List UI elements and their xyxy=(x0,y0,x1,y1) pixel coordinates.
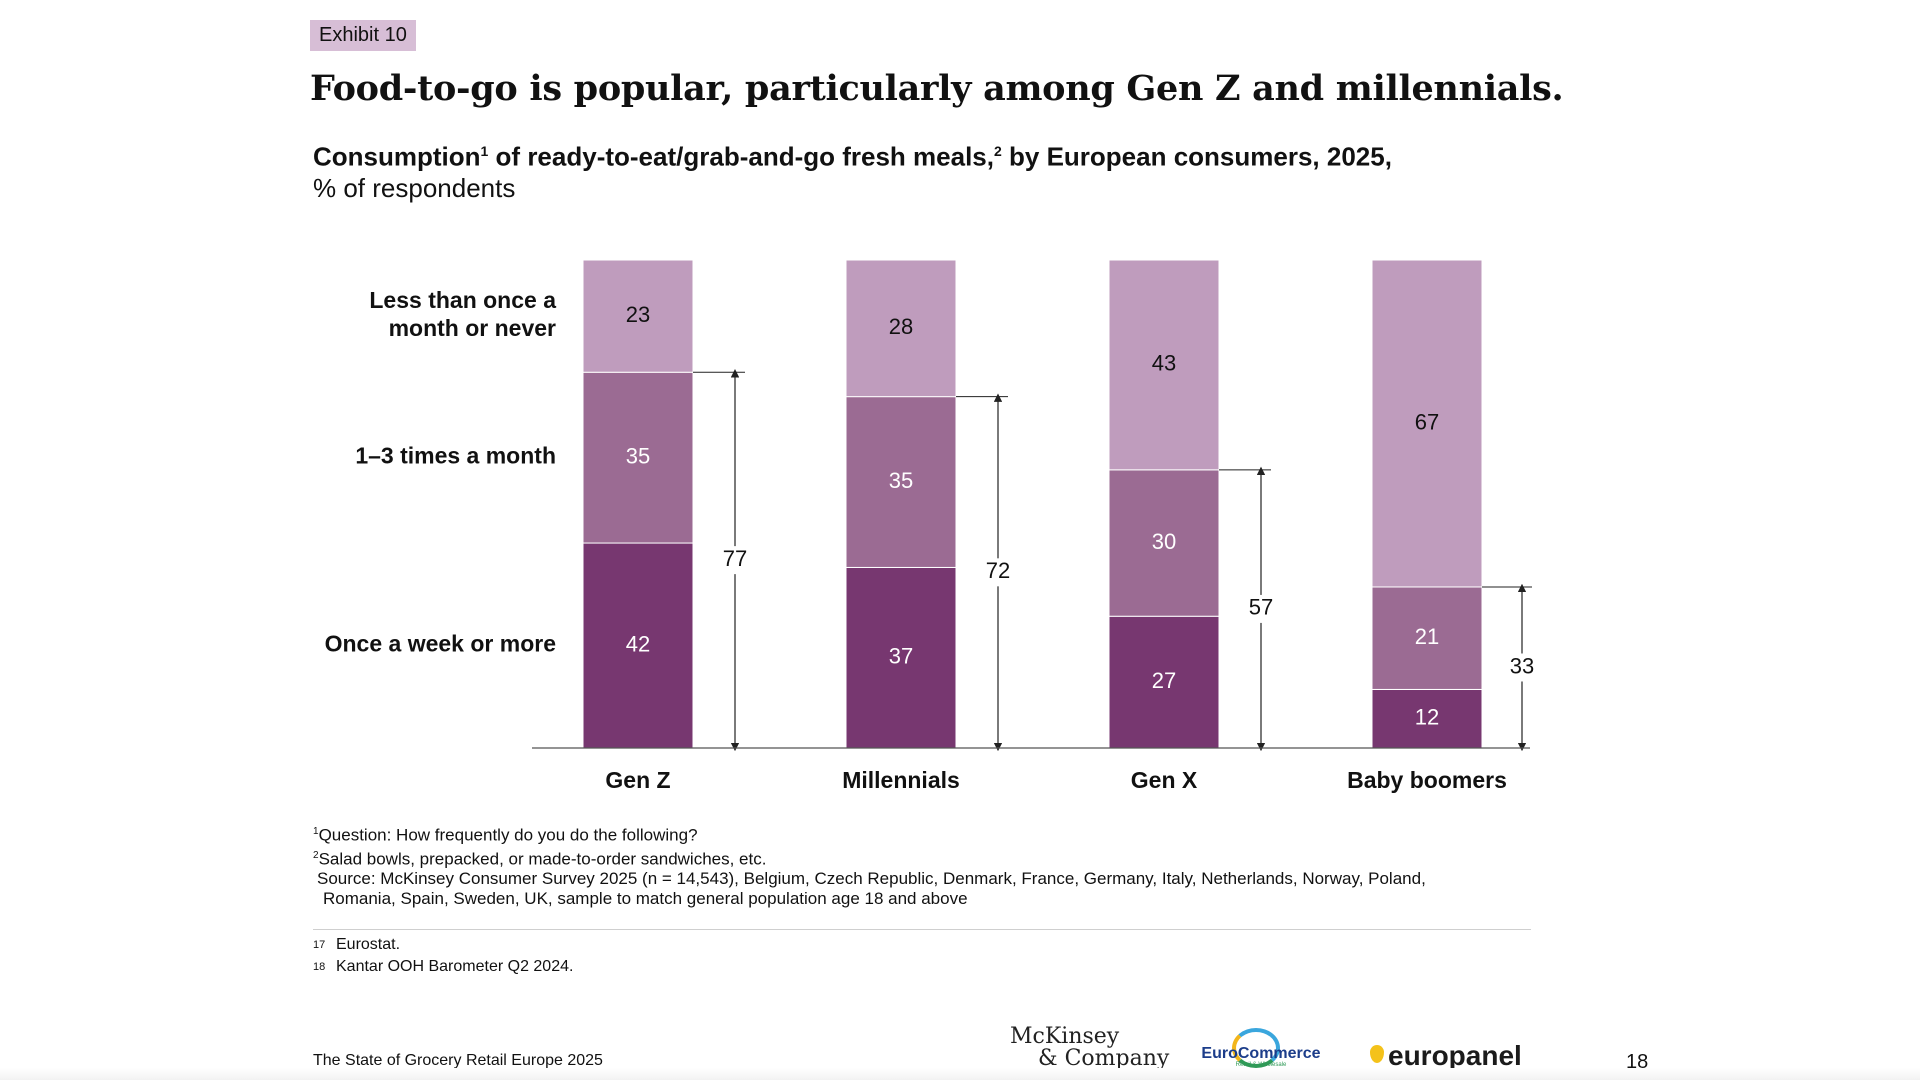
page-title: Food-to-go is popular, particularly amon… xyxy=(310,68,1564,109)
data-label-baby-boomers-1-3-times-a-month: 21 xyxy=(1415,624,1439,649)
data-label-gen-z-1-3-times-a-month: 35 xyxy=(626,443,650,468)
bar-segment-millennials-less-than-once-a-month-or-never xyxy=(845,259,957,398)
data-label-gen-z-once-a-week-or-more: 42 xyxy=(626,631,650,656)
series-label-1-3-times-a-month-line-1: 1–3 times a month xyxy=(355,443,556,469)
mckinsey-logo: McKinsey & Company xyxy=(1010,1026,1169,1070)
reference-text: Kantar OOH Barometer Q2 2024. xyxy=(336,958,574,975)
subtitle-unit: % of respondents xyxy=(313,172,516,203)
references: 17 Eurostat. 18 Kantar OOH Barometer Q2 20… xyxy=(313,934,573,978)
reference-number: 17 xyxy=(313,939,326,951)
footnote-2: Salad bowls, prepacked, or made-to-order… xyxy=(318,849,767,869)
source-line-2: Romania, Spain, Sweden, UK, sample to ma… xyxy=(323,889,968,909)
subtitle-part3: by European consumers, 2025, xyxy=(1001,141,1392,172)
series-label-less-than-once-a-month-or-never-line-2: month or never xyxy=(389,315,556,341)
eurocommerce-ring-icon xyxy=(1232,1028,1280,1068)
subtitle-sup1: 1 xyxy=(480,143,489,159)
data-label-millennials-1-3-times-a-month: 35 xyxy=(889,468,913,493)
data-label-baby-boomers-less-than-once-a-month-or-never: 67 xyxy=(1415,409,1439,434)
x-tick-label-gen-x: Gen X xyxy=(1131,767,1198,793)
stacked-bar-chart: 42 35 23 77 Gen Z 37 35 28 72 Millennials 27 30 43 57… xyxy=(325,259,1536,793)
mckinsey-logo-line2: & Company xyxy=(1038,1046,1170,1071)
series-label-once-a-week-or-more-line-1: Once a week or more xyxy=(325,631,556,657)
bar-segment-baby-boomers-once-a-week-or-more xyxy=(1371,688,1483,749)
report-title: The State of Grocery Retail Europe 2025 xyxy=(313,1052,603,1069)
data-label-gen-x-less-than-once-a-month-or-never: 43 xyxy=(1152,351,1176,376)
subtitle-sup2: 2 xyxy=(993,143,1002,159)
bracket-label-bg-baby-boomers xyxy=(1508,653,1536,682)
bracket-label-bg-gen-z xyxy=(721,546,749,575)
page-number: 18 xyxy=(1626,1051,1649,1073)
data-label-millennials-once-a-week-or-more: 37 xyxy=(889,644,913,669)
x-tick-label-baby-boomers: Baby boomers xyxy=(1347,767,1507,793)
eurocommerce-logo-tagline: Retail & Wholesale xyxy=(1235,1062,1287,1068)
bar-segment-gen-z-1-3-times-a-month xyxy=(582,371,694,544)
europanel-logo: europanel xyxy=(1370,1040,1522,1072)
data-label-gen-x-1-3-times-a-month: 30 xyxy=(1152,529,1176,554)
footnotes: 1Question: How frequently do you do the … xyxy=(313,822,1426,909)
footnote-1: Question: How frequently do you do the f… xyxy=(318,825,698,845)
bar-segment-gen-z-less-than-once-a-month-or-never xyxy=(582,259,694,373)
bracket-total-baby-boomers: 33 xyxy=(1510,653,1534,678)
data-label-gen-x-once-a-week-or-more: 27 xyxy=(1152,668,1176,693)
bracket-label-bg-gen-x xyxy=(1247,594,1275,623)
data-label-baby-boomers-once-a-week-or-more: 12 xyxy=(1415,705,1439,730)
subtitle-part2: of ready-to-eat/grab-and-go fresh meals, xyxy=(488,141,994,172)
data-label-gen-z-less-than-once-a-month-or-never: 23 xyxy=(626,302,650,327)
reference-number: 18 xyxy=(313,961,326,973)
x-tick-label-gen-z: Gen Z xyxy=(605,767,670,793)
footnote-1-marker: 1 xyxy=(313,826,319,837)
data-label-millennials-less-than-once-a-month-or-never: 28 xyxy=(889,314,913,339)
bar-segment-millennials-1-3-times-a-month xyxy=(845,396,957,568)
series-label-less-than-once-a-month-or-never-line-1: Less than once a xyxy=(369,287,556,313)
bar-segment-millennials-once-a-week-or-more xyxy=(845,566,957,749)
bracket-total-gen-z: 77 xyxy=(723,546,747,571)
reference-item: 18 Kantar OOH Barometer Q2 2024. xyxy=(313,956,573,978)
mckinsey-logo-line1: McKinsey xyxy=(1010,1024,1120,1049)
eurocommerce-logo: EuroCommerce Retail & Wholesale xyxy=(1196,1028,1326,1068)
bracket-total-millennials: 72 xyxy=(986,558,1010,583)
exhibit-label: Exhibit 10 xyxy=(310,20,416,51)
source-line-1: Source: McKinsey Consumer Survey 2025 (n… xyxy=(317,869,1426,889)
reference-text: Eurostat. xyxy=(336,936,401,953)
bracket-label-bg-millennials xyxy=(984,558,1012,587)
bar-segment-gen-x-1-3-times-a-month xyxy=(1108,469,1220,617)
footnote-2-marker: 2 xyxy=(313,849,319,861)
bar-segment-baby-boomers-1-3-times-a-month xyxy=(1371,586,1483,690)
bar-segment-gen-x-less-than-once-a-month-or-never xyxy=(1108,259,1220,471)
eurocommerce-logo-text: EuroCommerce xyxy=(1201,1045,1321,1062)
bottom-shade xyxy=(0,1068,1920,1080)
bar-segment-baby-boomers-less-than-once-a-month-or-never xyxy=(1371,259,1483,588)
europanel-logo-text: europanel xyxy=(1388,1040,1522,1071)
x-tick-label-millennials: Millennials xyxy=(842,767,960,793)
bracket-total-gen-x: 57 xyxy=(1249,595,1273,620)
chart-subtitle: Consumption1 of ready-to-eat/grab-and-go… xyxy=(313,136,1392,204)
europanel-pin-icon xyxy=(1370,1045,1384,1063)
subtitle-part1: Consumption xyxy=(313,141,481,172)
footnote-divider xyxy=(313,929,1531,930)
reference-item: 17 Eurostat. xyxy=(313,934,573,956)
